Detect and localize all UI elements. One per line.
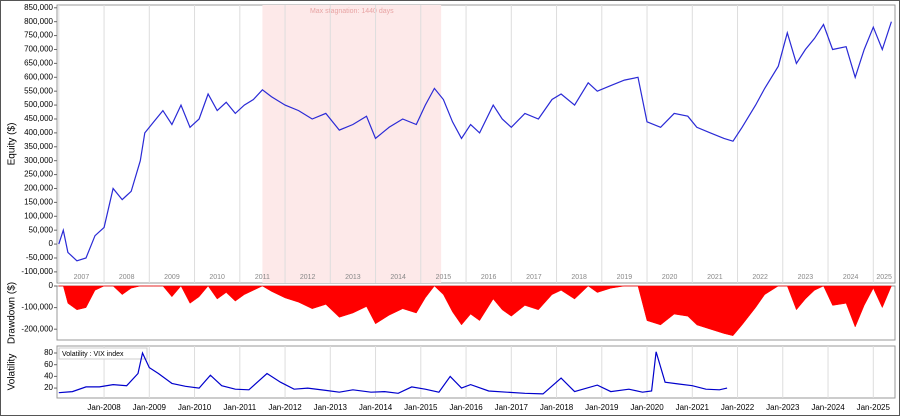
y-tick-label: 20 [44,383,53,392]
y-tick-label: 750,000 [24,31,53,40]
stagnation-label: Max stagnation: 1440 days [310,8,394,15]
x-tick-label: Jan-2017 [495,403,529,412]
y-tick-label: 300,000 [24,156,53,165]
x-tick-label: 2022 [752,274,768,281]
y-tick-label: -100,000 [21,303,53,312]
x-tick-label: Jan-2023 [766,403,800,412]
x-tick-label: 2014 [390,274,406,281]
x-tick-label: Jan-2014 [359,403,393,412]
y-tick-label: 80 [44,348,53,357]
y-axis-label: Volatility [7,354,18,391]
x-tick-label: 2010 [209,274,225,281]
series-line [58,21,892,262]
x-tick-label: Jan-2010 [178,403,212,412]
x-tick-label: 2008 [119,274,135,281]
y-tick-label: 200,000 [24,184,53,193]
x-tick-label: 2021 [707,274,723,281]
y-tick-label: 700,000 [24,45,53,54]
x-tick-label: Jan-2024 [811,403,845,412]
panel [56,4,896,284]
x-tick-label: Jan-2016 [449,403,483,412]
y-tick-label: 500,000 [24,100,53,109]
y-tick-label: 450,000 [24,114,53,123]
x-tick-label: 2015 [436,274,452,281]
y-tick-label: 40 [44,371,53,380]
x-tick-label: 2009 [164,274,180,281]
y-tick-label: 400,000 [24,128,53,137]
y-tick-label: 350,000 [24,142,53,151]
y-tick-label: 0 [49,239,54,248]
x-tick-label: 2013 [345,274,361,281]
y-tick-label: 550,000 [24,86,53,95]
x-tick-label: 2018 [571,274,587,281]
x-tick-label: 2019 [617,274,633,281]
y-tick-label: -50,000 [26,253,54,262]
y-tick-label: 100,000 [24,211,53,220]
y-axis-label: Equity ($) [7,123,18,166]
x-tick-label: 2016 [481,274,497,281]
x-tick-label: Jan-2022 [721,403,755,412]
y-tick-label: -100,000 [21,267,53,276]
x-tick-label: Jan-2011 [223,403,256,412]
series-line [58,351,728,395]
x-tick-label: Jan-2015 [404,403,438,412]
y-tick-label: 150,000 [24,197,53,206]
y-tick-label: 600,000 [24,72,53,81]
y-tick-label: 60 [44,360,53,369]
x-tick-label: Jan-2018 [540,403,574,412]
x-tick-label: Jan-2009 [133,403,167,412]
x-tick-label: Jan-2020 [630,403,664,412]
x-tick-label: 2020 [662,274,678,281]
y-tick-label: 850,000 [24,3,53,12]
y-tick-label: -200,000 [21,324,53,333]
x-tick-label: Jan-2025 [857,403,891,412]
y-tick-label: 250,000 [24,170,53,179]
panel [56,345,896,399]
x-tick-label: Jan-2008 [87,403,121,412]
y-tick-label: 650,000 [24,58,53,67]
legend-box [58,347,148,360]
x-tick-label: 2017 [526,274,542,281]
x-tick-label: Jan-2012 [268,403,302,412]
y-tick-label: 50,000 [29,225,54,234]
x-tick-label: Jan-2019 [585,403,619,412]
y-tick-label: 0 [49,281,54,290]
x-tick-label: 2025 [876,274,892,281]
x-tick-label: 2011 [255,274,270,281]
x-tick-label: Jan-2013 [314,403,348,412]
x-tick-label: 2012 [300,274,316,281]
x-tick-label: 2024 [843,274,859,281]
x-tick-label: Jan-2021 [676,403,710,412]
y-axis-label: Drawdown ($) [7,282,18,344]
x-tick-label: 2007 [74,274,90,281]
stagnation-band [262,5,442,283]
y-tick-label: 800,000 [24,17,53,26]
legend-label: Volatility : VIX index [62,351,124,358]
drawdown-area [58,285,892,336]
x-tick-label: 2023 [798,274,814,281]
